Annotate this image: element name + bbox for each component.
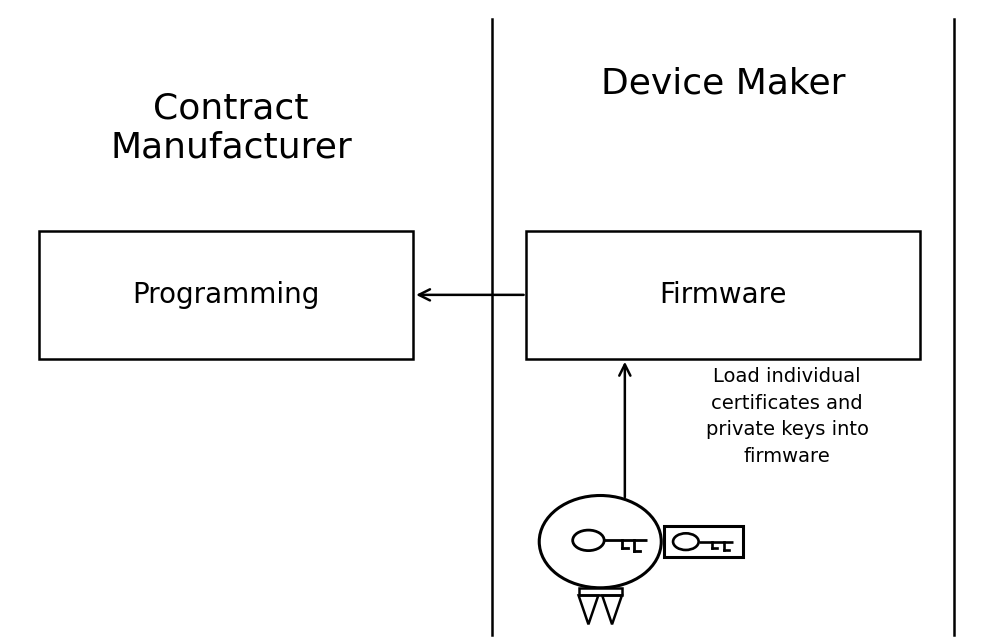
Bar	[664, 526, 743, 557]
Text: Programming: Programming	[133, 281, 320, 309]
Text: Device Maker: Device Maker	[601, 66, 845, 101]
Text: Load individual
certificates and
private keys into
firmware: Load individual certificates and private…	[706, 367, 869, 466]
Text: Contract
Manufacturer: Contract Manufacturer	[110, 92, 352, 165]
Text: Firmware: Firmware	[659, 281, 787, 309]
Bar	[579, 588, 622, 595]
Bar	[39, 231, 413, 359]
Bar	[526, 231, 920, 359]
